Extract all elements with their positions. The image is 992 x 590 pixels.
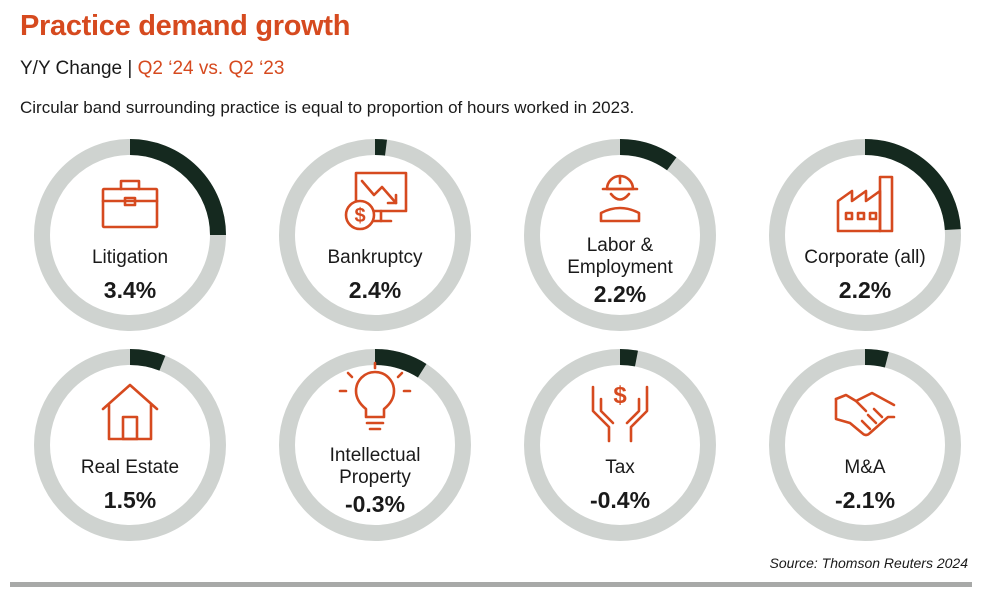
practice-label-line: Intellectual	[329, 445, 421, 466]
practice-label-line: Employment	[567, 257, 673, 278]
hard-hat-worker-icon	[587, 159, 653, 225]
chart-note: Circular band surrounding practice is eq…	[20, 98, 635, 117]
falling-chart-dollar-icon: $	[342, 169, 408, 235]
growth-value: 2.4%	[348, 277, 402, 303]
factory-icon	[832, 169, 898, 235]
growth-value: 1.5%	[103, 487, 157, 513]
practice-label-line: Bankruptcy	[327, 247, 423, 268]
growth-value: -0.3%	[344, 491, 406, 517]
practice-ring	[524, 349, 716, 541]
svg-text:$: $	[613, 382, 627, 409]
hours-share-arc	[524, 349, 716, 541]
practice-label-line: M&A	[844, 457, 886, 478]
practice-label: M&A	[767, 457, 963, 479]
practice-tile: Labor & Employment 2.2%	[522, 137, 718, 333]
house-icon	[97, 379, 163, 445]
practice-label: Real Estate	[32, 457, 228, 479]
chart-title: Practice demand growth	[20, 10, 351, 42]
practice-label: Labor & Employment	[522, 235, 718, 279]
practice-label: Intellectual Property	[277, 445, 473, 489]
practice-ring	[34, 139, 226, 331]
handshake-icon	[832, 379, 898, 445]
source-note: Source: Thomson Reuters 2024	[769, 555, 968, 571]
practice-label-line: Litigation	[91, 247, 169, 268]
practice-ring	[524, 139, 716, 331]
subtitle-period: Q2 ‘24 vs. Q2 ‘23	[137, 58, 285, 79]
practice-label: Litigation	[32, 247, 228, 269]
practice-tile: $ Bankruptcy 2.4%	[277, 137, 473, 333]
practice-tile: $ Tax -0.4%	[522, 347, 718, 543]
growth-value: -2.1%	[834, 487, 896, 513]
bottom-rule	[10, 582, 972, 587]
subtitle-prefix: Y/Y Change |	[20, 58, 133, 79]
practice-tile: Litigation 3.4%	[32, 137, 228, 333]
practice-label-line: Real Estate	[80, 457, 180, 478]
practice-label-line: Labor &	[586, 235, 654, 256]
svg-text:$: $	[354, 205, 365, 227]
hours-share-arc	[34, 139, 226, 331]
practice-ring	[769, 139, 961, 331]
practice-label: Corporate (all)	[767, 247, 963, 269]
practice-label-line: Property	[339, 467, 411, 488]
practice-ring	[279, 139, 471, 331]
practice-tile: Intellectual Property -0.3%	[277, 347, 473, 543]
practice-label-line: Tax	[605, 457, 635, 478]
growth-value: 2.2%	[838, 277, 892, 303]
growth-value: 3.4%	[103, 277, 157, 303]
hours-share-arc	[279, 139, 471, 331]
growth-value: 2.2%	[593, 281, 647, 307]
practice-label-line: Corporate (all)	[804, 247, 926, 268]
practice-ring	[769, 349, 961, 541]
practice-label: Tax	[522, 457, 718, 479]
hours-share-arc	[524, 139, 716, 331]
hours-share-arc	[279, 349, 471, 541]
chart-subtitle: Y/Y Change | Q2 ‘24 vs. Q2 ‘23	[20, 58, 284, 80]
practice-tile: Corporate (all) 2.2%	[767, 137, 963, 333]
hands-dollar-icon: $	[587, 379, 653, 445]
practice-tile: M&A -2.1%	[767, 347, 963, 543]
growth-value: -0.4%	[589, 487, 651, 513]
briefcase-icon	[97, 169, 163, 235]
hours-share-arc	[769, 139, 961, 331]
practice-label: Bankruptcy	[277, 247, 473, 269]
practice-tile: Real Estate 1.5%	[32, 347, 228, 543]
hours-share-arc	[34, 349, 226, 541]
practice-ring	[279, 349, 471, 541]
lightbulb-icon	[338, 361, 412, 435]
practice-ring	[34, 349, 226, 541]
hours-share-arc	[769, 349, 961, 541]
